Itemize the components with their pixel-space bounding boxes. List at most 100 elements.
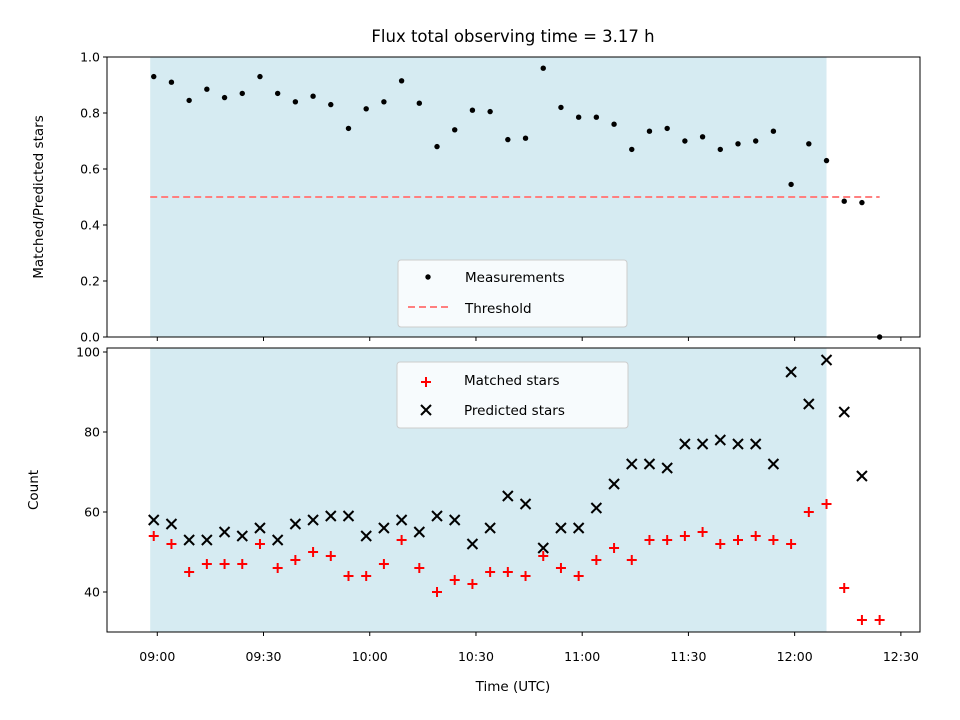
data-point <box>239 90 245 97</box>
data-point <box>803 398 815 410</box>
data-point <box>184 567 195 577</box>
y-tick-label: 80 <box>84 425 100 440</box>
panel-counts: 40 60 80 100 09:00 09:30 10:00 10:30 11:00 11:30… <box>26 345 921 664</box>
x-tick-label: 10:00 <box>352 649 388 664</box>
legend: Matched stars Predicted stars <box>396 361 629 429</box>
legend-label-measurements: Measurements <box>465 270 565 286</box>
legend-box <box>396 361 629 429</box>
data-point <box>573 571 584 581</box>
data-point <box>696 438 709 450</box>
y-tick-label: 0.0 <box>80 330 100 345</box>
data-point <box>538 551 549 561</box>
data-point-b <box>856 470 868 482</box>
data-point-b <box>342 510 355 522</box>
data-point-b <box>201 534 213 546</box>
data-point-b <box>555 522 567 534</box>
data-point-b <box>254 522 266 534</box>
data-point <box>221 94 228 101</box>
data-point <box>575 114 582 120</box>
x-tick-label: 11:30 <box>670 649 706 664</box>
data-point-b <box>165 518 178 530</box>
data-point-b <box>696 438 709 450</box>
legend: Measurements Threshold <box>397 259 628 328</box>
panel-frame <box>106 56 921 338</box>
data-point-b <box>307 514 319 526</box>
data-point-b <box>838 406 850 418</box>
legend-symbol-predicted <box>420 404 432 416</box>
data-point <box>505 136 511 143</box>
data-point <box>821 499 832 509</box>
data-point <box>502 490 514 502</box>
data-point <box>786 539 797 549</box>
data-point <box>183 534 195 546</box>
data-point <box>626 458 638 470</box>
data-point <box>611 121 617 127</box>
data-point-b <box>732 438 744 450</box>
data-point-b <box>537 542 549 554</box>
panel-frame <box>106 347 921 633</box>
data-point <box>629 146 635 153</box>
data-point <box>432 587 443 597</box>
data-point <box>679 438 691 450</box>
series-matched-stars <box>148 499 885 625</box>
data-point-b <box>679 438 691 450</box>
data-point <box>522 135 529 141</box>
data-point <box>308 547 319 557</box>
legend-label-matched: Matched stars <box>464 373 560 389</box>
data-point <box>416 100 423 106</box>
data-point <box>363 106 369 112</box>
data-point <box>186 97 192 104</box>
data-point <box>165 518 178 530</box>
data-point <box>342 510 355 522</box>
legend-box <box>397 259 628 328</box>
data-point-b <box>749 438 762 450</box>
data-point <box>874 615 885 625</box>
data-point <box>717 146 723 153</box>
data-point <box>292 99 299 105</box>
data-point <box>540 65 546 71</box>
data-point-b <box>803 398 815 410</box>
y-axis-label: Matched/Predicted stars <box>31 115 47 278</box>
data-point <box>449 575 460 585</box>
data-point <box>803 507 814 517</box>
data-point-b <box>148 514 160 526</box>
data-point <box>484 522 496 534</box>
data-point <box>785 366 797 378</box>
data-point <box>537 542 549 554</box>
data-point <box>487 108 493 115</box>
data-point <box>201 559 212 569</box>
data-point-b <box>431 510 443 522</box>
data-point <box>148 531 159 541</box>
data-point <box>770 128 777 134</box>
data-point <box>555 522 567 534</box>
y-axis-label: Count <box>26 470 42 510</box>
data-point <box>148 514 160 526</box>
data-point <box>310 93 316 99</box>
data-point <box>750 531 761 541</box>
data-point <box>166 539 177 549</box>
data-point <box>378 559 389 569</box>
data-point <box>218 526 231 538</box>
data-point <box>289 518 302 530</box>
data-point-b <box>325 510 337 522</box>
measurement-points <box>151 65 883 340</box>
legend-x-b <box>420 404 432 416</box>
data-point <box>839 583 850 593</box>
data-point-b <box>519 498 532 510</box>
series-predicted-stars <box>148 354 868 554</box>
data-point <box>343 571 354 581</box>
data-point <box>714 434 726 446</box>
data-point <box>290 555 301 565</box>
data-point <box>381 99 387 105</box>
data-point-b <box>661 462 673 474</box>
data-point-b <box>466 538 479 550</box>
x-tick-label: 11:00 <box>564 649 600 664</box>
y-tick-label: 60 <box>84 505 100 520</box>
data-point <box>467 579 478 589</box>
data-point-b <box>626 458 638 470</box>
data-point <box>328 101 334 108</box>
data-point <box>219 559 230 569</box>
data-point <box>732 438 744 450</box>
data-point <box>204 86 210 92</box>
